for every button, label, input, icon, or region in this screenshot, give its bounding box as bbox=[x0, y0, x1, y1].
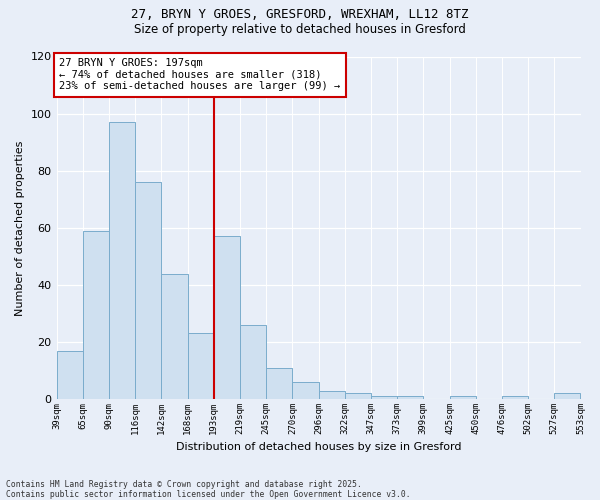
Text: Size of property relative to detached houses in Gresford: Size of property relative to detached ho… bbox=[134, 22, 466, 36]
Bar bbox=[319, 390, 345, 399]
Bar bbox=[502, 396, 528, 399]
Bar bbox=[554, 394, 580, 399]
Bar bbox=[83, 230, 109, 399]
Y-axis label: Number of detached properties: Number of detached properties bbox=[15, 140, 25, 316]
Text: 27 BRYN Y GROES: 197sqm
← 74% of detached houses are smaller (318)
23% of semi-d: 27 BRYN Y GROES: 197sqm ← 74% of detache… bbox=[59, 58, 340, 92]
Bar bbox=[214, 236, 240, 399]
Bar bbox=[449, 396, 476, 399]
Bar bbox=[292, 382, 319, 399]
Bar bbox=[56, 350, 83, 399]
X-axis label: Distribution of detached houses by size in Gresford: Distribution of detached houses by size … bbox=[176, 442, 461, 452]
Bar bbox=[397, 396, 424, 399]
Text: Contains HM Land Registry data © Crown copyright and database right 2025.
Contai: Contains HM Land Registry data © Crown c… bbox=[6, 480, 410, 499]
Bar bbox=[345, 394, 371, 399]
Bar bbox=[109, 122, 135, 399]
Bar bbox=[240, 325, 266, 399]
Bar bbox=[161, 274, 188, 399]
Text: 27, BRYN Y GROES, GRESFORD, WREXHAM, LL12 8TZ: 27, BRYN Y GROES, GRESFORD, WREXHAM, LL1… bbox=[131, 8, 469, 20]
Bar bbox=[266, 368, 292, 399]
Bar bbox=[135, 182, 161, 399]
Bar bbox=[371, 396, 397, 399]
Bar bbox=[188, 334, 214, 399]
